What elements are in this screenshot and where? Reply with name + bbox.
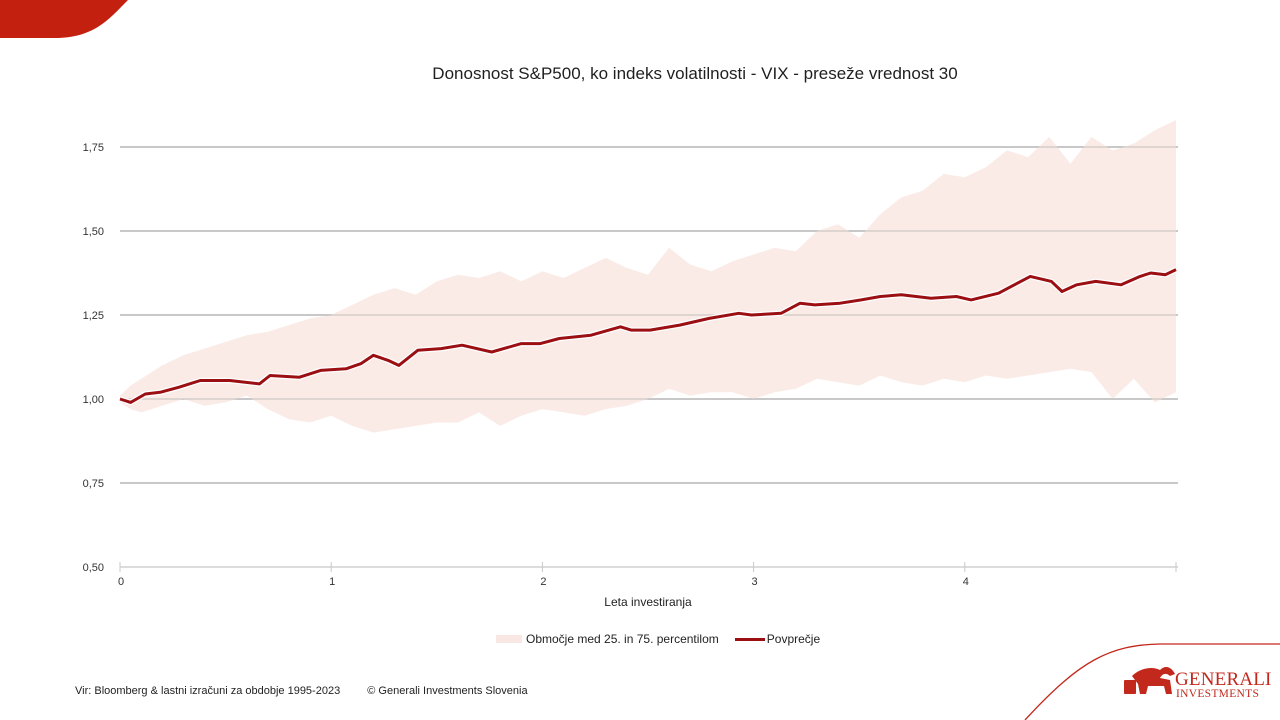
mean-line-layer xyxy=(119,267,1178,406)
y-tick-label: 1,75 xyxy=(83,142,104,154)
y-tick-label: 1,25 xyxy=(83,310,104,322)
y-tick-label: 1,50 xyxy=(83,226,104,238)
mean-line xyxy=(119,268,1177,404)
source-note: Vir: Bloomberg & lastni izračuni za obdo… xyxy=(75,685,341,697)
x-tick-label: 0 xyxy=(118,576,124,588)
legend-label-band: Območje med 25. in 75. percentilom xyxy=(526,632,719,646)
percentile-band-layer xyxy=(120,120,1178,484)
copyright-note: © Generali Investments Slovenia xyxy=(367,685,528,697)
x-tick-label: 1 xyxy=(329,576,335,588)
y-tick-label: 0,75 xyxy=(83,478,104,490)
chart-title: Donosnost S&P500, ko indeks volatilnosti… xyxy=(432,64,958,83)
lion-icon xyxy=(1124,667,1175,694)
footer: Vir: Bloomberg & lastni izračuni za obdo… xyxy=(75,685,552,697)
logo-swoosh xyxy=(1024,643,1280,720)
percentile-band-area xyxy=(120,120,1176,433)
y-tick-label: 0,50 xyxy=(83,562,104,574)
corner-decoration xyxy=(0,0,128,38)
x-tick-label: 4 xyxy=(963,576,969,588)
legend: Območje med 25. in 75. percentilom Povpr… xyxy=(496,632,820,646)
legend-swatch-band xyxy=(496,635,522,643)
x-tick-label: 2 xyxy=(540,576,546,588)
y-tick-label: 1,00 xyxy=(83,394,104,406)
axes: 0,50 0,75 1,00 1,25 1,50 1,75 0 1 2 3 4 Leta invest… xyxy=(83,142,1178,609)
legend-swatch-mean xyxy=(734,637,765,641)
legend-label-mean: Povprečje xyxy=(766,632,821,646)
x-tick-label: 3 xyxy=(752,576,758,588)
x-axis-label: Leta investiranja xyxy=(604,595,692,609)
logo-text-investments: INVESTMENTS xyxy=(1176,688,1260,700)
logo-text-generali: GENERALI xyxy=(1175,669,1272,690)
